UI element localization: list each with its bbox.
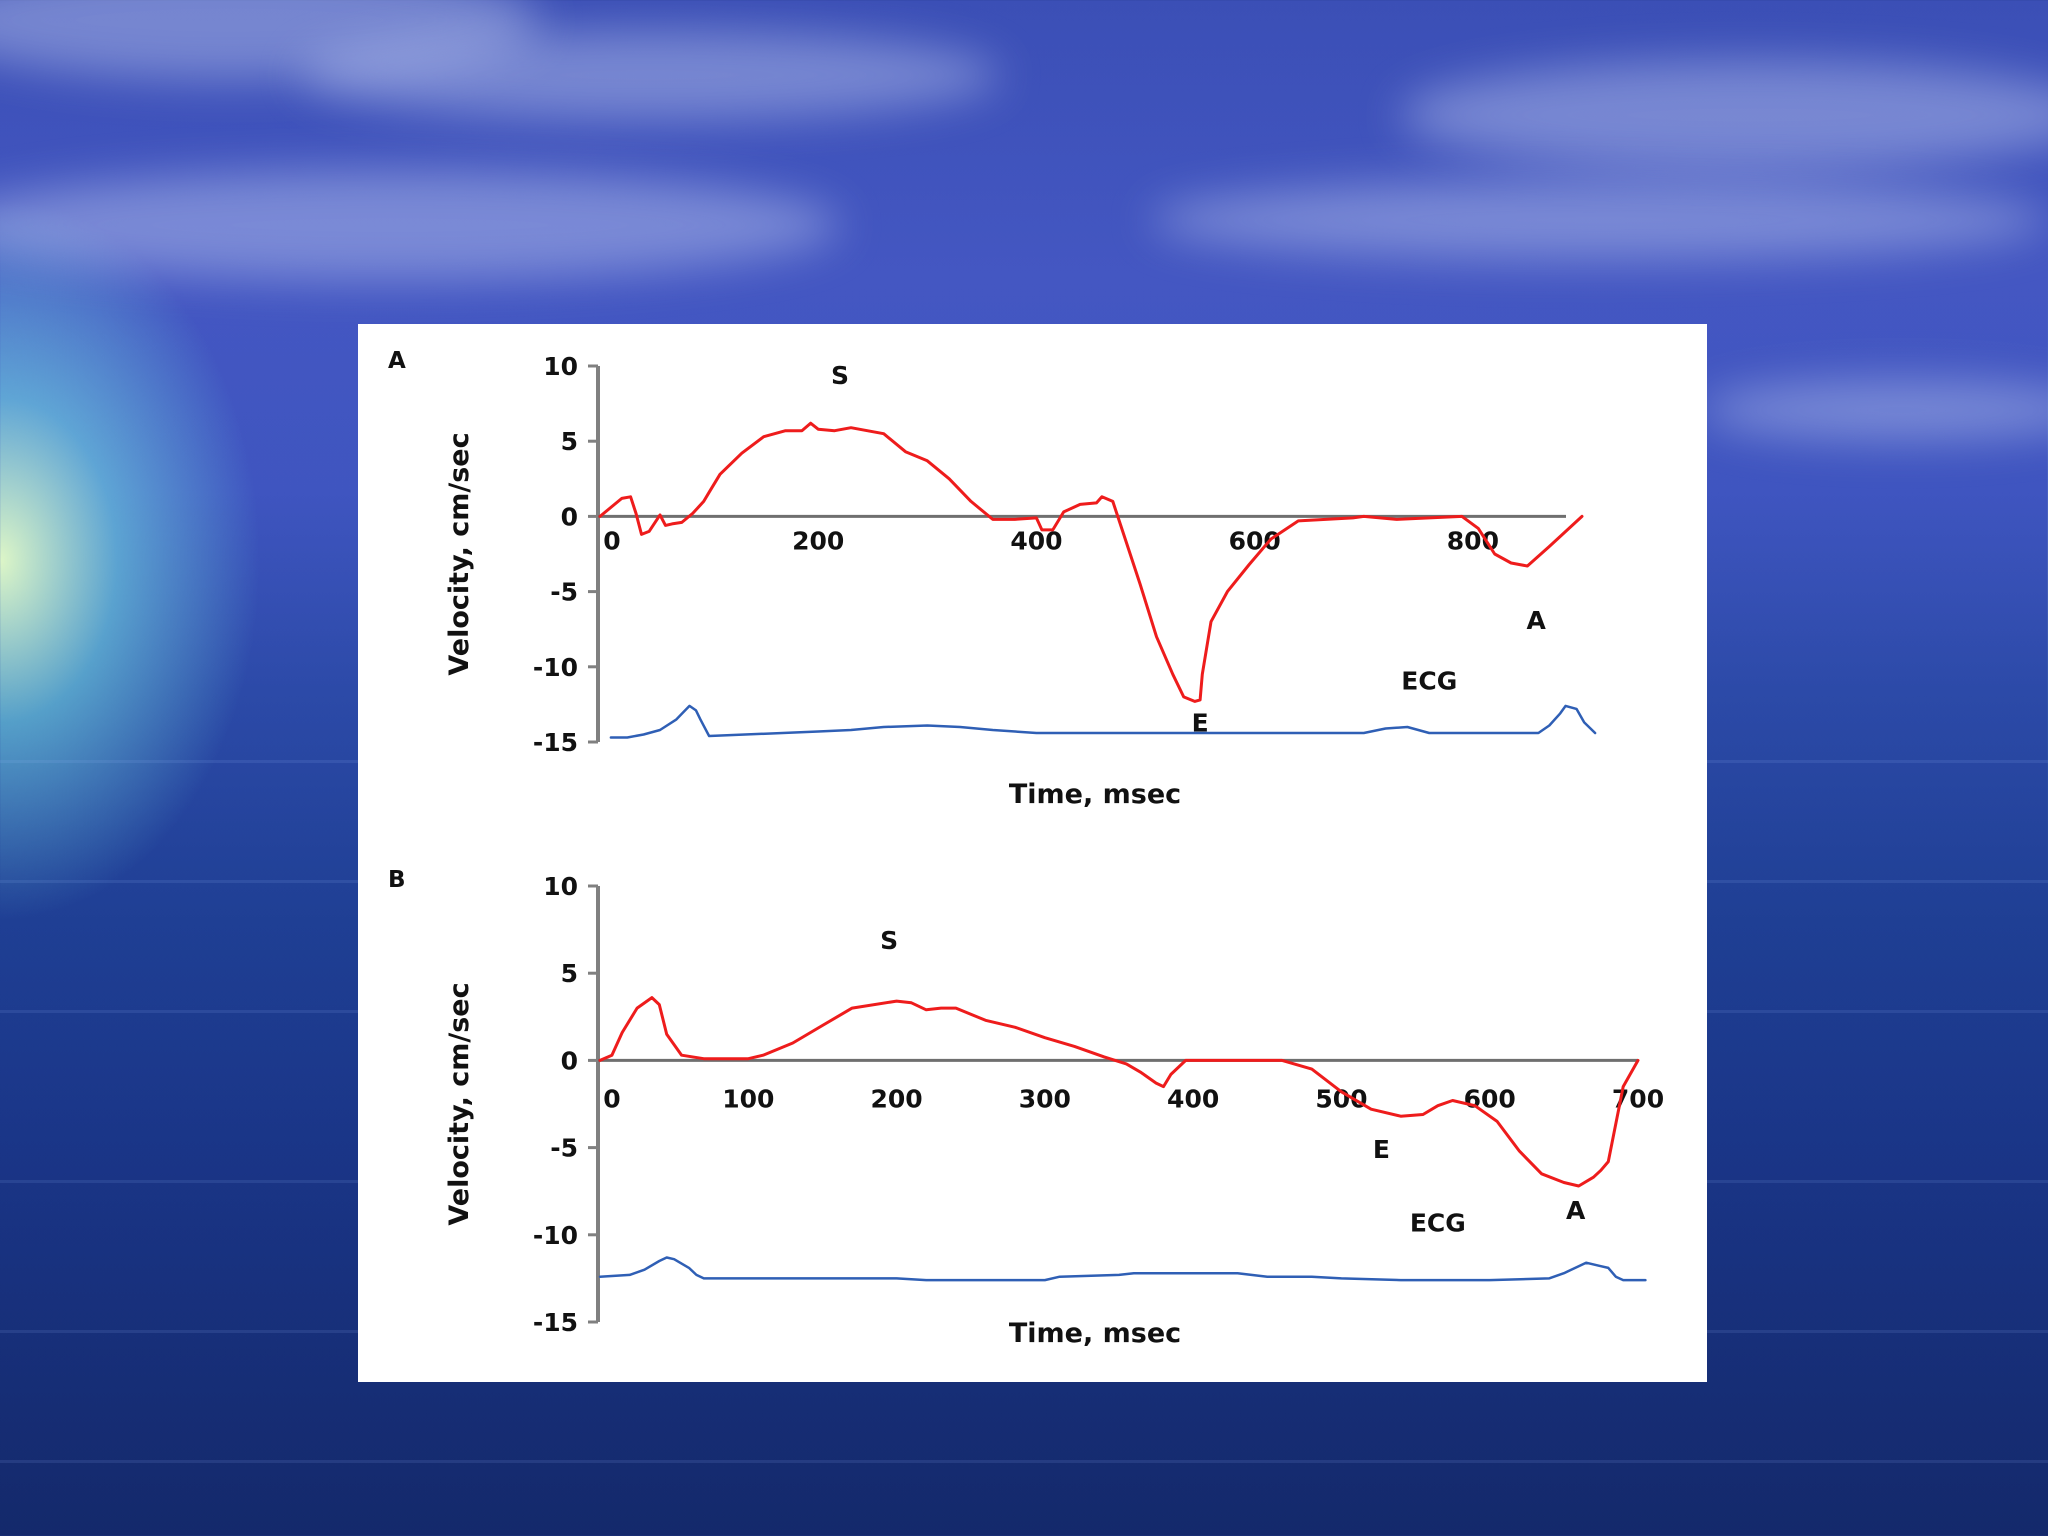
x-tick-label: 600 bbox=[1464, 1084, 1516, 1113]
y-tick-label: -10 bbox=[533, 653, 578, 682]
annotation-s: S bbox=[831, 361, 849, 390]
annotation-ecg: ECG bbox=[1410, 1208, 1466, 1237]
y-tick-label: -5 bbox=[550, 1134, 578, 1163]
x-tick-label: 600 bbox=[1229, 526, 1281, 555]
y-axis-title: Velocity, cm/sec bbox=[444, 982, 475, 1225]
y-tick-label: -5 bbox=[550, 578, 578, 607]
ecg-trace bbox=[598, 1256, 1647, 1282]
x-tick-label: 500 bbox=[1315, 1084, 1367, 1113]
x-tick-label: 800 bbox=[1447, 526, 1499, 555]
y-tick-label: -15 bbox=[533, 1308, 578, 1337]
x-axis-title: Time, msec bbox=[1009, 1318, 1181, 1349]
annotation-ecg: ECG bbox=[1401, 666, 1457, 695]
panel-label-A: A bbox=[388, 348, 406, 374]
velocity-trace bbox=[598, 421, 1584, 703]
x-tick-label: 400 bbox=[1010, 526, 1062, 555]
figure-panel: A 10 5 0 -5 -10 -15 0 200 400 600 800 Time, msec Velo… bbox=[358, 324, 1707, 1382]
cloud bbox=[1700, 380, 2048, 440]
y-tick-label: -10 bbox=[533, 1221, 578, 1250]
annotation-e: E bbox=[1192, 708, 1209, 737]
x-tick-label: 100 bbox=[722, 1084, 774, 1113]
y-tick-label: 5 bbox=[561, 959, 578, 988]
x-tick-label: 200 bbox=[792, 526, 844, 555]
x-tick-label: 0 bbox=[603, 526, 620, 555]
chart-svg: A 10 5 0 -5 -10 -15 0 200 400 600 800 Time, msec Velo… bbox=[388, 348, 1664, 1349]
y-tick-label: 0 bbox=[561, 502, 578, 531]
x-axis-title: Time, msec bbox=[1009, 779, 1181, 810]
x-tick-label: 400 bbox=[1167, 1084, 1219, 1113]
panel-label-B: B bbox=[388, 867, 406, 893]
annotation-a: A bbox=[1526, 606, 1546, 635]
ecg-trace bbox=[609, 704, 1597, 739]
velocity-trace bbox=[598, 996, 1640, 1188]
y-tick-label: -15 bbox=[533, 728, 578, 757]
water-ripple bbox=[0, 1460, 2048, 1463]
cloud bbox=[300, 30, 1000, 120]
annotation-e: E bbox=[1373, 1135, 1390, 1164]
y-tick-label: 0 bbox=[561, 1046, 578, 1075]
y-axis-title: Velocity, cm/sec bbox=[444, 432, 475, 675]
annotation-s: S bbox=[880, 926, 898, 955]
annotation-a: A bbox=[1566, 1196, 1586, 1225]
x-tick-label: 300 bbox=[1019, 1084, 1071, 1113]
cloud bbox=[0, 170, 840, 280]
cloud bbox=[1400, 60, 2048, 170]
cloud bbox=[1150, 180, 2048, 260]
x-tick-label: 0 bbox=[603, 1084, 620, 1113]
x-tick-label: 200 bbox=[870, 1084, 922, 1113]
y-tick-label: 10 bbox=[543, 872, 578, 901]
y-tick-label: 10 bbox=[543, 352, 578, 381]
y-tick-label: 5 bbox=[561, 427, 578, 456]
